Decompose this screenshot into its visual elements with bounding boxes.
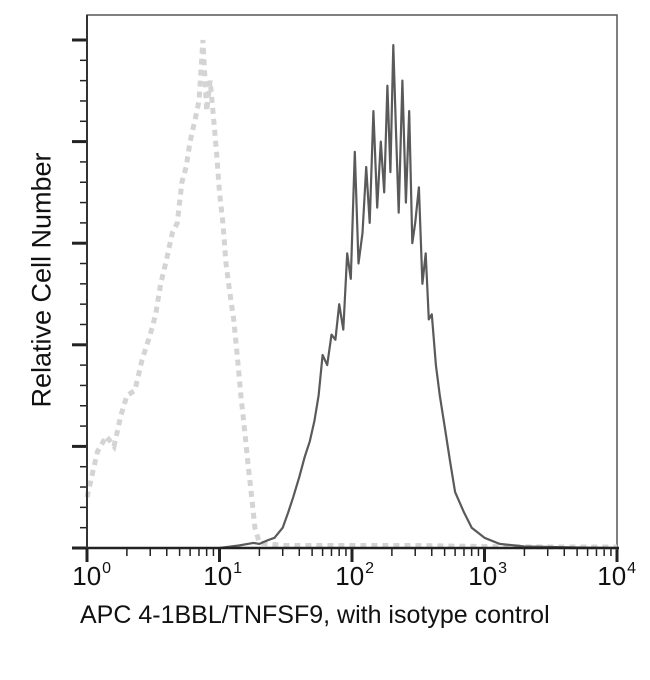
sample-curve: [219, 44, 618, 550]
x-tick-label-10: 101: [203, 560, 243, 591]
plot-frame: [86, 14, 618, 549]
x-tick-label-1000: 103: [468, 560, 508, 591]
x-axis-ticks: [85, 548, 619, 562]
x-tick-label-1: 100: [72, 560, 112, 591]
x-tick-label-100: 102: [335, 560, 375, 591]
x-axis-label: APC 4-1BBL/TNFSF9, with isotype control: [80, 601, 550, 629]
y-axis-label-text: Relative Cell Number: [26, 152, 57, 408]
x-tick-label-10000: 104: [597, 560, 637, 591]
y-axis-ticks: [72, 38, 87, 550]
isotype-control-curve: [84, 39, 617, 550]
